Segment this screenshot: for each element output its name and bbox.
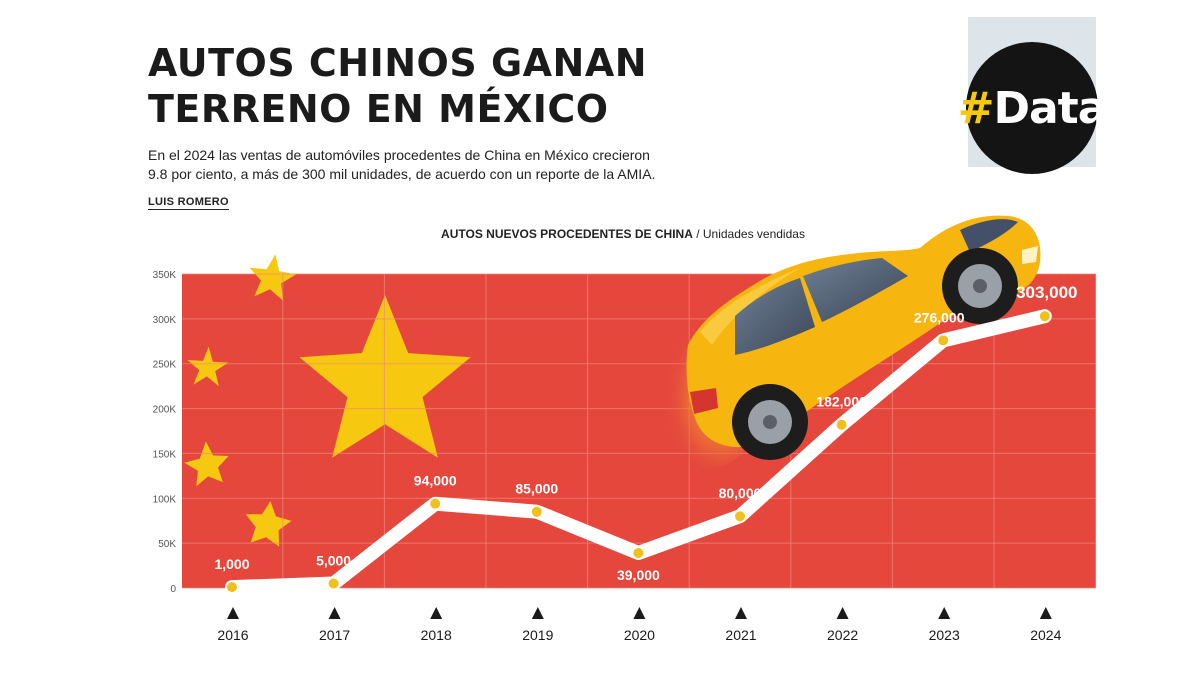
y-tick-label: 200K (153, 405, 177, 416)
flag-background (182, 274, 1096, 588)
chart-title-separator: / (692, 227, 703, 241)
y-tick-label: 250K (153, 360, 177, 371)
data-labels: 1,000 5,000 94,000 85,000 39,000 80,000 182,00… (214, 283, 1077, 583)
y-tick-label: 150K (153, 449, 177, 460)
x-tick-label: 2022 (827, 627, 858, 643)
car-rear-window (735, 278, 815, 355)
data-point (836, 419, 847, 430)
y-tick-label: 300K (153, 315, 177, 326)
x-tick-label: 2023 (929, 627, 960, 643)
subtitle-line-1: En el 2024 las ventas de automóviles pro… (148, 147, 650, 163)
flag-big-star (299, 295, 471, 458)
data-label: 182,000 (816, 394, 867, 410)
car-side-window (803, 258, 908, 322)
x-tick-marker (227, 607, 239, 619)
subtitle-line-2: 9.8 por ciento, a más de 300 mil unidade… (148, 166, 656, 182)
title-line-1: AUTOS CHINOS GANAN (148, 41, 648, 85)
title-line-2: TERRENO EN MÉXICO (148, 87, 609, 131)
data-point (531, 506, 542, 517)
car-front-hub (973, 279, 987, 293)
x-axis: 2016 2017 2018 2019 2020 2021 2022 2023 2024 (217, 607, 1062, 643)
subtitle: En el 2024 las ventas de automóviles pro… (148, 146, 668, 184)
byline: LUIS ROMERO (148, 196, 229, 210)
y-tick-label: 350K (153, 270, 177, 281)
flag-small-star-1 (249, 254, 297, 301)
y-axis: 0 50K 100K 150K 200K 250K 300K 350K (153, 270, 177, 595)
data-label: 80,000 (719, 485, 762, 501)
x-tick-label: 2019 (522, 627, 553, 643)
data-badge: #Data (958, 42, 1107, 174)
flag-stars (184, 254, 471, 547)
x-tick-marker (938, 607, 951, 619)
data-label: 94,000 (414, 473, 457, 489)
data-label: 85,000 (515, 481, 558, 497)
data-label: 39,000 (617, 567, 660, 583)
data-point (227, 582, 237, 593)
car-windshield (960, 219, 1018, 252)
y-tick-label: 50K (158, 539, 176, 550)
chart-title-unit: Unidades vendidas (702, 227, 805, 241)
badge-hash: # (957, 82, 995, 134)
x-tick-label: 2016 (217, 627, 248, 643)
car-headlight (1022, 246, 1038, 264)
x-tick-label: 2020 (624, 627, 655, 643)
y-tick-label: 100K (153, 494, 177, 505)
x-tick-label: 2018 (421, 627, 452, 643)
chart-title: AUTOS NUEVOS PROCEDENTES DE CHINA / Unid… (0, 227, 1200, 241)
data-label: 276,000 (914, 309, 965, 325)
chart-title-bold: AUTOS NUEVOS PROCEDENTES DE CHINA (441, 227, 693, 241)
data-point (938, 335, 949, 346)
x-tick-label: 2021 (725, 627, 756, 643)
x-tick-label: 2024 (1030, 627, 1061, 643)
data-label: 5,000 (316, 553, 351, 569)
page-title: AUTOS CHINOS GANAN TERRENO EN MÉXICO (148, 40, 647, 132)
data-label: 303,000 (1016, 283, 1077, 302)
data-point (430, 498, 441, 509)
flag-small-star-4 (245, 501, 292, 547)
data-point (1039, 311, 1050, 322)
y-tick-label: 0 (170, 584, 176, 595)
car-illustration (664, 215, 1041, 468)
x-tick-marker (328, 607, 341, 619)
data-markers (227, 311, 1050, 593)
flag-small-star-3 (184, 441, 229, 487)
x-tick-marker (633, 607, 646, 619)
badge-text: #Data (957, 82, 1108, 134)
flag-small-star-2 (187, 346, 229, 387)
car-rear-hub (763, 415, 777, 429)
data-point (328, 578, 339, 589)
x-tick-marker (531, 607, 544, 619)
x-tick-marker (1039, 607, 1052, 619)
x-tick-label: 2017 (319, 627, 350, 643)
car-taillight (690, 388, 718, 414)
x-tick-marker (836, 607, 849, 619)
car-roof-shade (700, 268, 800, 345)
x-tick-marker (430, 607, 443, 619)
badge-word: Data (993, 82, 1107, 134)
data-point (735, 511, 745, 522)
x-tick-marker (735, 607, 747, 619)
data-point (633, 548, 644, 559)
data-label: 1,000 (214, 556, 249, 572)
